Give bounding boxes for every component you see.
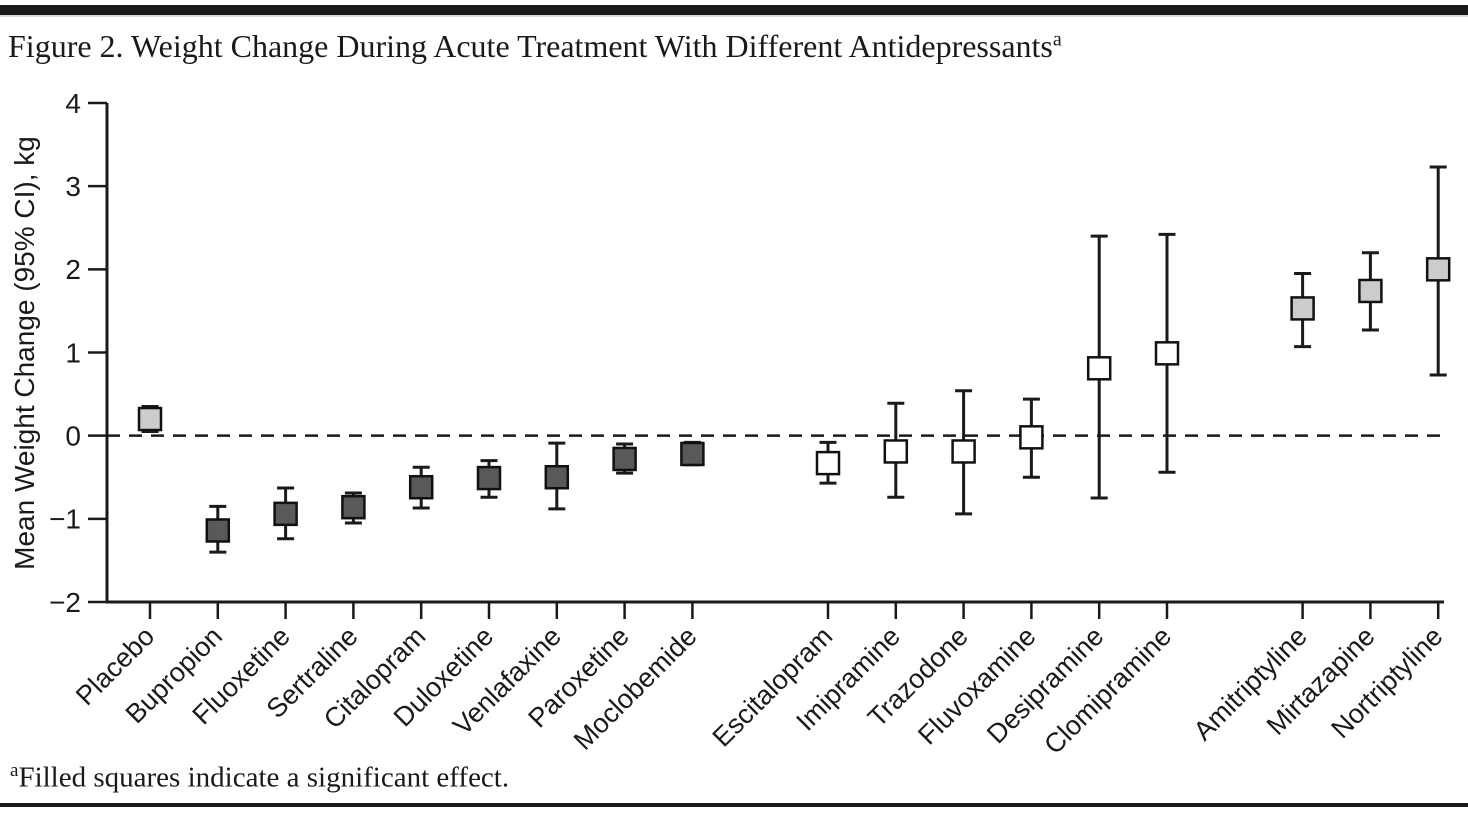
data-point-citalopram <box>408 465 434 510</box>
data-point-moclobemide <box>680 440 705 467</box>
data-point-duloxetine <box>476 459 502 499</box>
mean-square-marker <box>205 518 231 543</box>
mean-square-marker <box>1358 278 1383 304</box>
mean-square-marker <box>1425 257 1451 282</box>
data-point-clomipramine <box>1154 232 1180 474</box>
data-point-placebo <box>137 405 163 434</box>
y-axis-title: Mean Weight Change (95% CI), kg <box>9 136 40 570</box>
figure-title-text: Figure 2. Weight Change During Acute Tre… <box>8 28 1053 64</box>
mean-square-marker <box>1154 341 1180 366</box>
mean-square-marker <box>680 441 705 467</box>
y-tick-label: −1 <box>49 504 81 535</box>
data-point-sertraline <box>341 491 366 525</box>
data-point-nortriptyline <box>1425 165 1451 377</box>
figure-title-superscript: a <box>1052 28 1062 51</box>
data-point-bupropion <box>205 504 231 554</box>
data-point-escitalopram <box>815 440 841 485</box>
data-point-trazodone <box>951 389 976 516</box>
y-tick-label: 1 <box>65 337 81 368</box>
mean-square-marker <box>815 450 841 476</box>
mean-square-marker <box>137 406 163 432</box>
mean-square-marker <box>883 439 909 464</box>
mean-square-marker <box>544 465 570 490</box>
data-point-desipramine <box>1086 234 1112 500</box>
data-point-imipramine <box>883 401 909 499</box>
mean-square-marker <box>341 494 366 520</box>
bottom-rule <box>0 803 1468 807</box>
mean-square-marker <box>951 439 976 464</box>
y-tick-label: −2 <box>49 587 81 618</box>
mean-square-marker <box>1086 356 1112 381</box>
data-point-fluvoxamine <box>1019 397 1044 479</box>
figure-footnote: aFilled squares indicate a significant e… <box>10 760 509 795</box>
y-tick-label: 2 <box>65 254 81 285</box>
data-point-fluoxetine <box>273 486 298 541</box>
mean-square-marker <box>1019 425 1044 450</box>
data-point-venlafaxine <box>544 441 570 511</box>
top-rule <box>0 5 1468 17</box>
data-point-paroxetine <box>612 442 637 475</box>
figure-title: Figure 2. Weight Change During Acute Tre… <box>8 28 1062 65</box>
mean-square-marker <box>273 501 298 527</box>
mean-square-marker <box>408 474 434 500</box>
mean-square-marker <box>612 446 637 472</box>
y-tick-label: 4 <box>65 88 81 119</box>
y-tick-label: 0 <box>65 420 81 451</box>
data-point-mirtazapine <box>1358 251 1383 332</box>
footnote-text: Filled squares indicate a significant ef… <box>18 761 510 794</box>
data-point-amitriptyline <box>1290 271 1315 349</box>
y-tick-label: 3 <box>65 171 81 202</box>
footnote-marker: a <box>10 760 19 781</box>
mean-square-marker <box>476 465 502 491</box>
mean-square-marker <box>1290 296 1315 321</box>
